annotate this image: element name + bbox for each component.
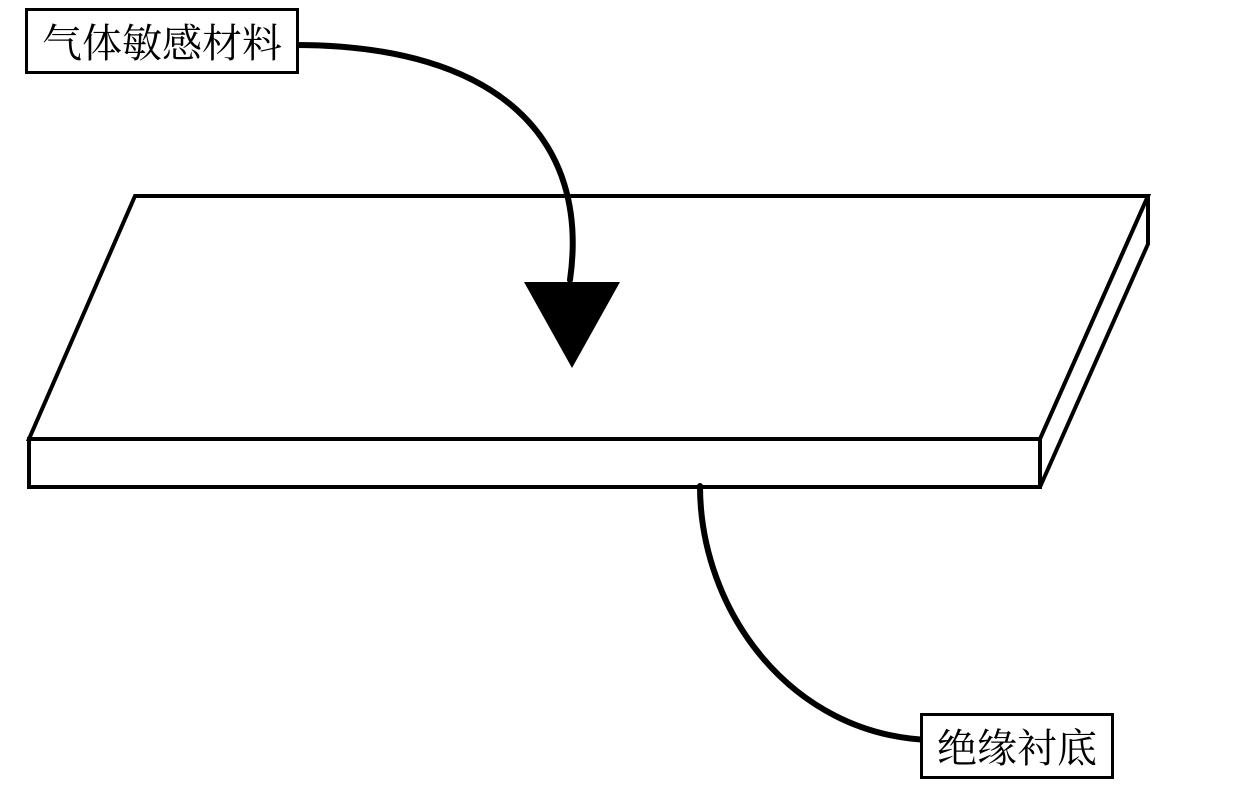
slab-front-face	[29, 439, 1040, 487]
top-label-box: 气体敏感材料	[25, 8, 299, 74]
bottom-arrow-curve	[700, 486, 930, 740]
diagram-canvas	[0, 0, 1240, 791]
bottom-label-box: 绝缘衬底	[920, 713, 1114, 779]
top-label-text: 气体敏感材料	[42, 12, 282, 69]
bottom-label-text: 绝缘衬底	[937, 717, 1097, 774]
